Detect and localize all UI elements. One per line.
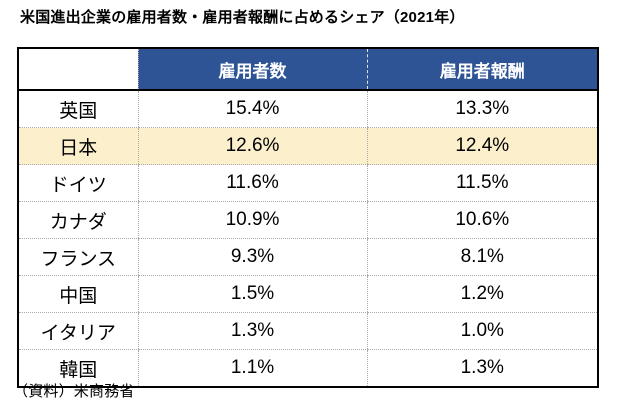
country-cell: イタリア [18,312,138,350]
table-header-row: 雇用者数 雇用者報酬 [18,48,598,90]
country-cell: 英国 [18,90,138,128]
employees-cell: 9.3% [137,238,367,276]
country-cell: フランス [18,238,138,276]
employees-cell: 10.9% [137,201,367,239]
country-cell: 日本 [18,127,138,165]
compensation-cell: 1.0% [366,312,598,350]
compensation-cell: 8.1% [366,238,598,276]
employees-cell: 11.6% [137,164,367,202]
header-employees-cell: 雇用者数 [137,48,367,90]
employees-cell: 12.6% [137,127,367,165]
employees-cell: 15.4% [137,90,367,128]
compensation-cell: 12.4% [366,127,598,165]
compensation-cell: 1.3% [366,349,598,387]
country-cell: ドイツ [18,164,138,202]
table-row: フランス 9.3% 8.1% [18,238,598,276]
table-row: ドイツ 11.6% 11.5% [18,164,598,202]
table-row: カナダ 10.9% 10.6% [18,201,598,239]
country-cell: カナダ [18,201,138,239]
employees-cell: 1.1% [137,349,367,387]
compensation-cell: 1.2% [366,275,598,313]
country-cell: 韓国 [18,349,138,387]
compensation-cell: 10.6% [366,201,598,239]
table-row: 韓国 1.1% 1.3% [18,349,598,387]
share-table: 雇用者数 雇用者報酬 英国 15.4% 13.3% 日本 12.6% 12.4%… [17,47,599,388]
table-row: 中国 1.5% 1.2% [18,275,598,313]
table-row: 日本 12.6% 12.4% [18,127,598,165]
source-note: （資料）米商務省 [13,383,135,400]
table-row: イタリア 1.3% 1.0% [18,312,598,350]
compensation-cell: 11.5% [366,164,598,202]
page-title: 米国進出企業の雇用者数・雇用者報酬に占めるシェア（2021年） [20,9,465,26]
table-row: 英国 15.4% 13.3% [18,90,598,128]
header-compensation-cell: 雇用者報酬 [366,48,598,90]
header-country-cell [18,48,138,90]
country-cell: 中国 [18,275,138,313]
employees-cell: 1.5% [137,275,367,313]
compensation-cell: 13.3% [366,90,598,128]
employees-cell: 1.3% [137,312,367,350]
